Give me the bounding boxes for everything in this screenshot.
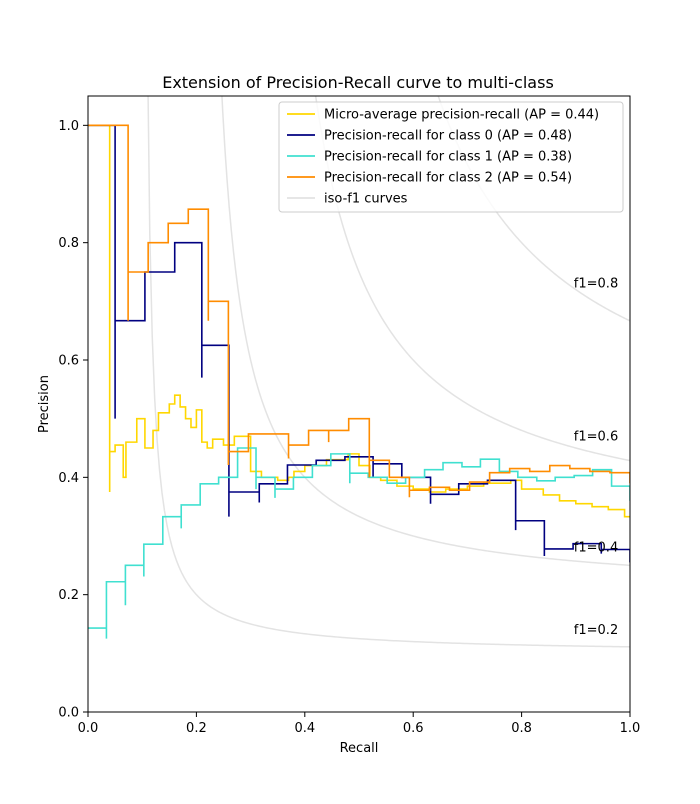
iso-f1-label: f1=0.8 bbox=[574, 277, 618, 292]
y-axis-ticks: 0.0 0.2 0.4 0.6 0.8 1.0 bbox=[58, 119, 88, 721]
chart-title: Extension of Precision-Recall curve to m… bbox=[162, 73, 554, 92]
series-lines bbox=[88, 124, 630, 639]
series-line-2 bbox=[88, 447, 630, 639]
x-tick-label: 0.4 bbox=[294, 721, 315, 736]
plot-frame bbox=[87, 95, 631, 713]
x-tick-label: 1.0 bbox=[620, 721, 641, 736]
iso-f1-curve-0.4 bbox=[221, 96, 630, 567]
iso-f1-curve-0.2 bbox=[147, 96, 630, 648]
x-axis-ticks: 0.0 0.2 0.4 0.6 0.8 1.0 bbox=[78, 712, 641, 736]
x-tick-label: 0.0 bbox=[78, 721, 99, 736]
y-tick-label: 1.0 bbox=[58, 119, 79, 134]
legend-box bbox=[278, 101, 624, 213]
legend-label: iso-f1 curves bbox=[324, 192, 408, 207]
legend: Micro-average precision-recall (AP = 0.4… bbox=[278, 101, 624, 213]
x-axis-label: Recall bbox=[340, 741, 379, 756]
y-tick-label: 0.4 bbox=[58, 471, 79, 486]
x-tick-label: 0.6 bbox=[403, 721, 424, 736]
iso-f1-label: f1=0.4 bbox=[574, 541, 618, 556]
series-line-3 bbox=[88, 124, 630, 498]
y-tick-label: 0.8 bbox=[58, 236, 79, 251]
iso-f1-labels: f1=0.2 f1=0.4 f1=0.6 f1=0.8 bbox=[574, 277, 618, 638]
legend-label: Precision-recall for class 0 (AP = 0.48) bbox=[324, 129, 572, 144]
legend-label: Micro-average precision-recall (AP = 0.4… bbox=[324, 108, 599, 123]
legend-label: Precision-recall for class 2 (AP = 0.54) bbox=[324, 171, 572, 186]
iso-f1-curve-0.6 bbox=[314, 96, 630, 462]
iso-f1-label: f1=0.6 bbox=[574, 429, 618, 444]
y-axis-label: Precision bbox=[37, 375, 52, 433]
x-tick-label: 0.8 bbox=[511, 721, 532, 736]
iso-f1-curves bbox=[147, 96, 630, 648]
iso-f1-label: f1=0.2 bbox=[574, 623, 618, 638]
series-line-1 bbox=[88, 124, 630, 563]
legend-label: Precision-recall for class 1 (AP = 0.38) bbox=[324, 150, 572, 165]
x-tick-label: 0.2 bbox=[186, 721, 207, 736]
y-tick-label: 0.0 bbox=[58, 706, 79, 721]
y-tick-label: 0.6 bbox=[58, 354, 79, 369]
y-tick-label: 0.2 bbox=[58, 588, 79, 603]
iso-f1-curve-0.8 bbox=[437, 96, 630, 322]
